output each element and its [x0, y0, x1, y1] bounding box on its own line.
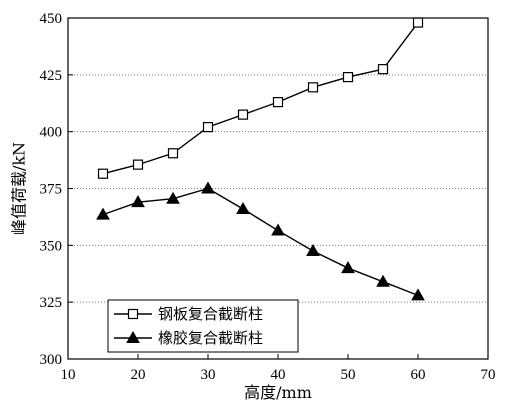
- data-point: [236, 201, 250, 214]
- y-tick-label: 450: [40, 11, 63, 27]
- data-point: [202, 122, 214, 133]
- x-tick-label: 60: [411, 367, 426, 383]
- gridlines: [68, 74, 488, 303]
- legend-box: [107, 299, 299, 353]
- x-axis-title: 高度/mm: [244, 383, 312, 402]
- legend-entry: 橡胶复合截断柱: [114, 329, 263, 347]
- data-point: [412, 17, 424, 28]
- x-tick-label: 20: [131, 367, 146, 383]
- y-axis-title: 峰值荷载/kN: [10, 142, 29, 235]
- data-point: [307, 82, 319, 93]
- legend-entry: 钢板复合截断柱: [114, 305, 263, 323]
- y-tick-label: 300: [40, 352, 63, 368]
- data-point: [272, 97, 284, 108]
- legend-label: 钢板复合截断柱: [158, 305, 263, 323]
- data-point: [271, 223, 285, 236]
- data-point: [411, 288, 425, 301]
- series-1: [97, 17, 424, 179]
- data-point: [376, 274, 390, 287]
- y-tick-label: 350: [40, 238, 63, 254]
- data-point: [341, 261, 355, 274]
- y-tick-label: 325: [40, 295, 63, 311]
- legend-marker: [127, 308, 139, 320]
- series-line: [102, 187, 419, 296]
- x-tick-label: 50: [341, 367, 356, 383]
- x-tick-label: 40: [271, 367, 286, 383]
- x-tick-label: 10: [61, 367, 76, 383]
- data-point: [237, 109, 249, 120]
- legend-marker: [126, 330, 140, 343]
- series-line: [102, 22, 419, 175]
- data-point: [201, 181, 215, 194]
- data-point: [97, 168, 109, 179]
- data-point: [131, 195, 145, 208]
- data-point: [166, 191, 180, 204]
- legend-label: 橡胶复合截断柱: [158, 329, 263, 347]
- x-tick-label: 70: [481, 367, 496, 383]
- series-layer: [96, 17, 425, 301]
- data-point: [342, 72, 354, 83]
- y-tick-label: 375: [40, 182, 63, 198]
- axis-ticks: 10 20 30 40 50 60 70 300 325 350 375 400 425 450: [40, 11, 496, 383]
- data-point: [132, 159, 144, 170]
- y-tick-label: 400: [40, 125, 63, 141]
- y-tick-label: 425: [40, 68, 63, 84]
- data-point: [306, 244, 320, 257]
- data-point: [377, 64, 389, 75]
- data-point: [167, 148, 179, 159]
- x-tick-label: 30: [201, 367, 216, 383]
- data-point: [96, 207, 110, 220]
- series-2: [96, 181, 425, 301]
